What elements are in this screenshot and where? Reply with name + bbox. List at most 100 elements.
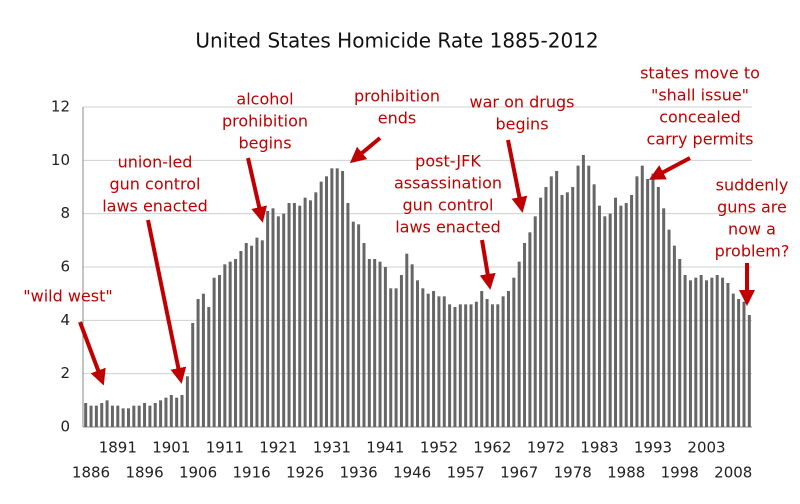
x-tick-label: 1946 [393,464,431,482]
bar [474,301,478,427]
bar [432,291,436,427]
bar [410,264,414,427]
x-tick-label: 1988 [607,464,645,482]
annotation-text: alcohol [236,90,293,109]
bar [416,280,419,427]
bar [555,171,559,427]
bar [126,408,130,427]
bar [298,205,302,427]
annotation-text: "shall issue" [651,86,749,105]
bar [394,288,398,427]
annotation-text: war on drugs [470,93,575,112]
bar [303,197,307,427]
bar [207,307,211,427]
bar [603,216,607,427]
bar [539,197,543,427]
bar [662,208,666,427]
bar [726,283,730,427]
x-tick-label: 1896 [125,464,163,482]
bar [383,267,387,427]
annotation-text: prohibition [354,87,440,106]
annotation-text: assassination [394,174,502,193]
bar [266,211,270,427]
plot-area: 0 2 4 6 8 10 12 1886 1891 1896 1901 1906 1911 1916 192… [51,98,752,482]
bar [159,400,163,427]
arrow [349,136,382,164]
bar [517,261,521,427]
bar [512,277,516,427]
x-tick-label: 1962 [473,439,511,457]
bar [737,299,741,427]
x-tick-label: 1972 [527,439,565,457]
bar [571,187,575,427]
annotation-text: guns are [717,198,787,217]
bar [325,176,329,427]
arrow [246,157,268,223]
bar [105,400,109,427]
annotation-text: carry permits [647,130,754,149]
arrow [506,139,528,213]
annotation-text: begins [238,134,291,153]
bar [721,277,725,427]
bar [175,397,179,427]
bar [239,251,243,427]
bar [346,203,350,427]
bar [282,213,286,427]
annotation-text: union-led [118,153,193,172]
bar [715,275,719,427]
bar [496,304,500,427]
bar [646,179,650,427]
bar [287,203,291,427]
arrow [146,219,187,384]
x-tick-label: 1906 [179,464,217,482]
bar [137,405,141,427]
annotation-text: prohibition [222,112,308,131]
x-tick-label: 1983 [580,439,618,457]
bar [597,205,601,427]
bar [260,240,264,427]
y-tick-label: 4 [60,311,70,329]
bar [153,403,157,427]
y-tick-label: 0 [60,418,70,436]
arrows [78,136,755,386]
annotation-text: gun control [403,196,494,215]
x-tick-label: 1936 [340,464,378,482]
bar [560,195,564,427]
bar [223,264,227,427]
bar [319,181,323,427]
y-tick-label: 12 [51,98,70,116]
bar [565,192,569,427]
x-tick-label: 1993 [634,439,672,457]
bar [196,299,200,427]
bar [373,259,377,427]
x-tick-label: 1886 [72,464,110,482]
bar [667,229,671,427]
annotation-text: states move to [640,64,760,83]
bar [464,304,468,427]
bar [710,277,714,427]
bar [84,403,88,427]
x-tick-label: 1967 [500,464,538,482]
bar [688,280,692,427]
bar [742,301,746,427]
bar [389,288,393,427]
annotation-text: concealed [659,108,741,127]
bar [314,192,318,427]
bar [528,232,532,427]
chart-title: United States Homicide Rate 1885-2012 [195,29,598,53]
bar [678,259,682,427]
bar [121,408,125,427]
x-tick-label: 2008 [714,464,752,482]
bar [94,405,98,427]
bar [705,280,709,427]
bar [234,259,238,427]
annotation-text: post-JFK [415,152,481,171]
bar [624,203,628,427]
arrow [648,156,691,180]
bar [485,299,489,427]
bar [335,168,339,428]
y-tick-label: 8 [60,204,70,222]
annotation-text: ends [378,109,416,128]
x-tick-label: 1911 [206,439,244,457]
